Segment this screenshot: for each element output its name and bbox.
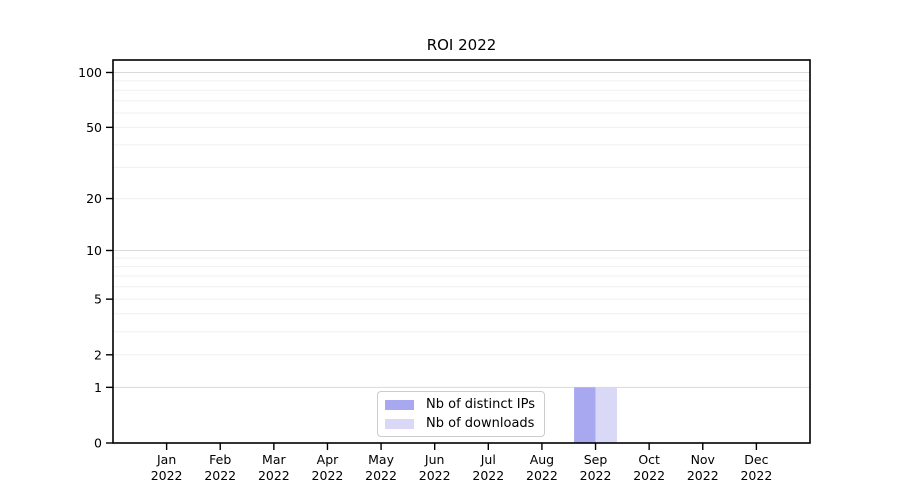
x-tick-label-month: Oct xyxy=(638,452,660,467)
x-tick-label-year: 2022 xyxy=(472,468,504,483)
x-tick-label-month: Sep xyxy=(584,452,608,467)
x-tick-label-month: Aug xyxy=(530,452,554,467)
x-tick-label-year: 2022 xyxy=(633,468,665,483)
plot-border xyxy=(112,59,811,444)
y-tick-label: 0 xyxy=(94,436,102,451)
legend-row: Nb of distinct IPs xyxy=(385,397,535,413)
legend-label: Nb of distinct IPs xyxy=(426,396,535,412)
legend-swatch xyxy=(385,418,415,429)
x-tick-label-month: Nov xyxy=(691,452,716,467)
x-tick-label-year: 2022 xyxy=(687,468,719,483)
legend-row: Nb of downloads xyxy=(385,416,535,432)
x-tick-label-year: 2022 xyxy=(580,468,612,483)
x-tick-label-year: 2022 xyxy=(204,468,236,483)
legend-swatch xyxy=(385,399,415,410)
x-tick-label-month: Feb xyxy=(209,452,231,467)
bar-nb-of-distinct-ips xyxy=(574,387,596,443)
chart-title: ROI 2022 xyxy=(426,36,497,54)
x-tick-label-month: May xyxy=(368,452,394,467)
y-tick-label: 1 xyxy=(94,380,102,395)
x-tick-label-month: Jan xyxy=(156,452,176,467)
x-tick-label-year: 2022 xyxy=(526,468,558,483)
y-tick-label: 5 xyxy=(94,292,102,307)
x-tick-label-month: Mar xyxy=(262,452,286,467)
x-tick-label-year: 2022 xyxy=(258,468,290,483)
x-tick-label-year: 2022 xyxy=(419,468,451,483)
y-tick-label: 50 xyxy=(86,120,102,135)
x-tick-label-month: Jun xyxy=(424,452,445,467)
x-tick-label-month: Dec xyxy=(744,452,768,467)
y-tick-label: 20 xyxy=(86,191,102,206)
x-tick-label-month: Apr xyxy=(317,452,339,467)
x-tick-label-month: Jul xyxy=(480,452,496,467)
legend-label: Nb of downloads xyxy=(426,415,535,431)
y-tick-label: 10 xyxy=(86,243,102,258)
x-tick-label-year: 2022 xyxy=(151,468,183,483)
x-tick-label-year: 2022 xyxy=(312,468,344,483)
legend: Nb of distinct IPs Nb of downloads xyxy=(377,391,545,437)
x-tick-label-year: 2022 xyxy=(365,468,397,483)
y-tick-label: 100 xyxy=(78,65,102,80)
bar-nb-of-downloads xyxy=(595,387,617,443)
y-tick-label: 2 xyxy=(94,347,102,362)
x-tick-label-year: 2022 xyxy=(740,468,772,483)
